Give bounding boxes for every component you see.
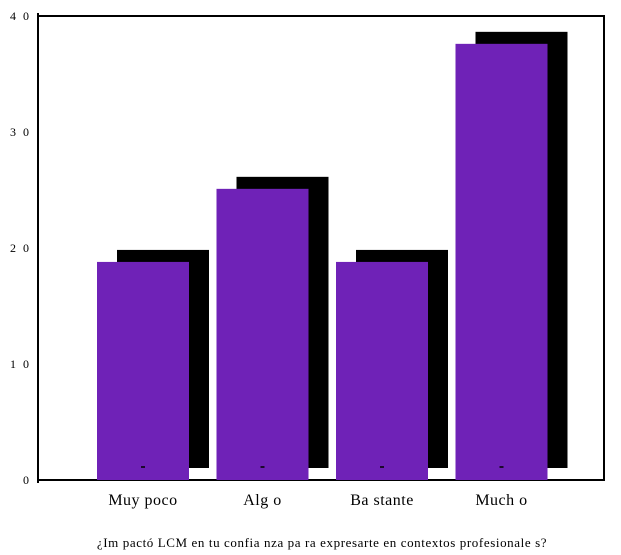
y-tick-label: 2 0 bbox=[10, 241, 31, 255]
x-tick-label: Ba stante bbox=[350, 492, 414, 509]
bar bbox=[455, 43, 548, 481]
x-tick-label: Muy poco bbox=[108, 492, 177, 509]
bars bbox=[97, 43, 548, 481]
y-tick-label: 0 bbox=[23, 473, 31, 487]
x-tick-label: Alg o bbox=[243, 492, 282, 509]
bar bbox=[336, 261, 428, 480]
bar bbox=[216, 188, 309, 480]
y-axis-ticks: 0 1 0 2 0 3 0 4 0 bbox=[10, 9, 39, 487]
bar bbox=[97, 261, 189, 480]
y-tick-label: 1 0 bbox=[10, 357, 31, 371]
y-tick-label: 3 0 bbox=[10, 125, 31, 139]
x-axis-title: ¿Im pactó LCM en tu confia nza pa ra exp… bbox=[97, 535, 547, 550]
x-axis-labels: Muy poco Alg o Ba stante Much o bbox=[108, 492, 527, 509]
x-tick-label: Much o bbox=[475, 492, 527, 509]
y-tick-label: 4 0 bbox=[10, 9, 31, 23]
